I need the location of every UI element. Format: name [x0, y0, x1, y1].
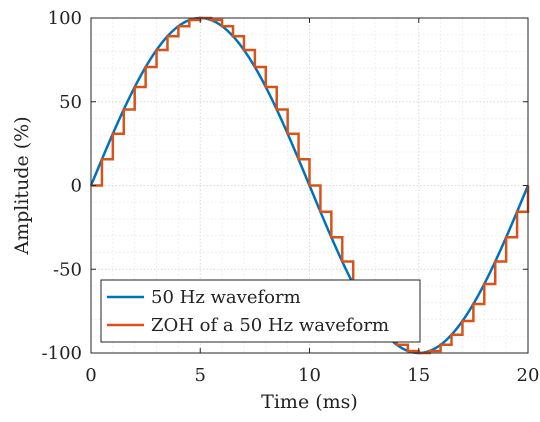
series-layer [89, 16, 530, 355]
legend-label-50hz: 50 Hz waveform [151, 287, 301, 308]
legend-box [100, 279, 421, 343]
legend-label-zoh: ZOH of a 50 Hz waveform [151, 315, 389, 336]
y-tick-label: 100 [48, 8, 82, 29]
x-axis-label: Time (ms) [261, 391, 358, 413]
y-tick-label: 0 [71, 176, 82, 197]
y-tick-label: 50 [59, 92, 82, 113]
x-tick-label: 0 [85, 365, 96, 386]
x-tick-label: 5 [195, 365, 206, 386]
series-line-zoh-waveform [91, 16, 530, 355]
y-tick-label: -100 [42, 343, 82, 364]
legend: 50 Hz waveform ZOH of a 50 Hz waveform [100, 279, 421, 343]
x-tick-label: 10 [298, 365, 321, 386]
x-tick-label: 20 [517, 365, 540, 386]
x-tick-label: 15 [407, 365, 430, 386]
tick-layer: 0 5 10 15 20 -100 -50 0 50 100 [42, 8, 540, 386]
y-axis-label: Amplitude (%) [11, 116, 33, 255]
y-tick-label: -50 [53, 259, 82, 280]
